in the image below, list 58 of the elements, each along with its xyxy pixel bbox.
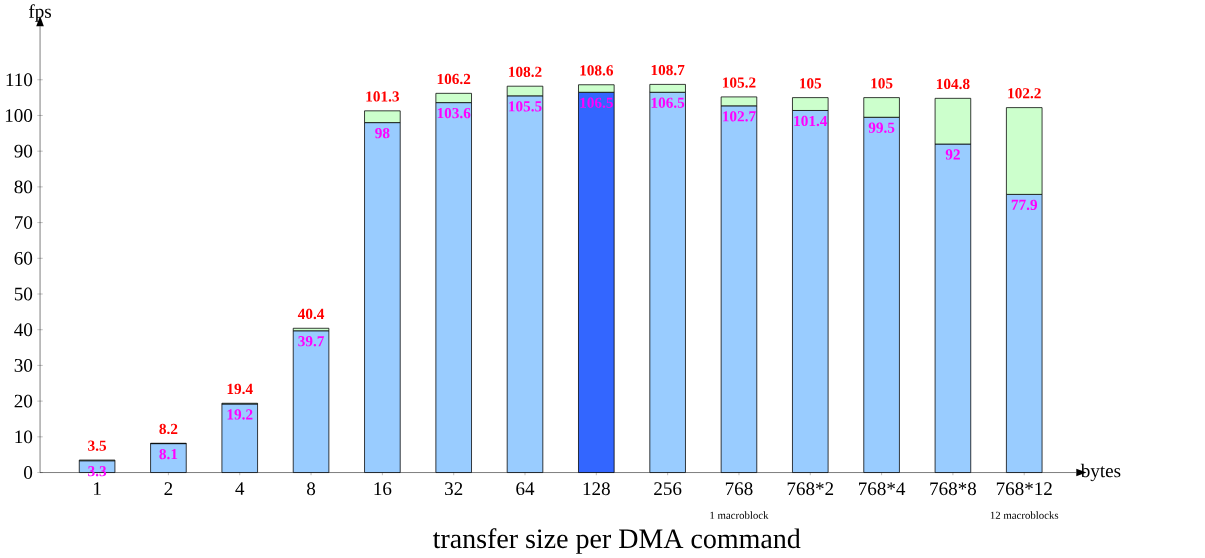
y-tick-label: 60 — [14, 251, 33, 265]
data-label: 77.9 — [1011, 199, 1038, 210]
data-label: 19.2 — [227, 409, 253, 420]
total-label: 8.2 — [159, 423, 178, 434]
total-label: 105.2 — [723, 77, 756, 88]
x-tick-label: 768*4 — [859, 482, 906, 495]
y-tick-label: 70 — [15, 215, 33, 229]
total-label: 102.2 — [1008, 87, 1041, 99]
x-tick-label: 16 — [374, 482, 392, 495]
data-label: 98 — [375, 127, 390, 139]
data-label: 99.5 — [868, 122, 895, 133]
y-tick-label: 20 — [14, 394, 33, 408]
x-tick-label: 32 — [445, 482, 463, 495]
y-tick-label: 50 — [14, 287, 33, 301]
text: 1 macroblock — [710, 511, 769, 519]
y-axis-title: fps — [28, 4, 51, 22]
total-label: 105 — [871, 78, 893, 89]
x-tick-label: 128 — [583, 482, 610, 495]
total-label: 108.7 — [651, 64, 685, 76]
total-label: 101.3 — [366, 91, 400, 102]
data-label: 102.7 — [723, 110, 756, 122]
y-tick-label: 0 — [24, 465, 33, 479]
y-tick-label: 110 — [6, 73, 33, 87]
data-label: 103.6 — [437, 107, 471, 119]
total-label: 3.5 — [88, 440, 107, 451]
y-tick-label: 10 — [15, 430, 33, 444]
data-label: 101.4 — [794, 115, 828, 126]
x-axis-title: bytes — [1080, 463, 1121, 482]
y-tick-label: 30 — [14, 358, 33, 372]
total-label: 105 — [800, 78, 822, 89]
data-label: 106.5 — [651, 97, 685, 108]
total-label: 108.2 — [509, 66, 542, 77]
y-tick-label: 80 — [14, 180, 33, 194]
x-tick-label: 8 — [307, 482, 316, 495]
x-tick-label: 64 — [516, 482, 535, 495]
total-label: 19.4 — [227, 383, 253, 394]
x-tick-label: 768*12 — [996, 482, 1052, 495]
x-tick-label: 768*8 — [930, 482, 977, 495]
data-label: 106.5 — [580, 97, 613, 108]
x-tick-label: 768 — [725, 482, 753, 495]
x-tick-label: 4 — [235, 482, 245, 495]
y-tick-label: 40 — [14, 323, 33, 336]
text: 12 macroblocks — [990, 511, 1059, 519]
data-label: 8.1 — [159, 448, 178, 460]
data-label: 105.5 — [509, 101, 542, 112]
y-tick-label: 100 — [5, 108, 33, 122]
data-label: 39.7 — [298, 335, 325, 347]
x-tick-label: 1 — [94, 482, 101, 495]
y-tick-label: 90 — [14, 144, 33, 158]
total-label: 108.6 — [580, 65, 614, 76]
data-label: 92 — [945, 149, 960, 160]
x-tick-label: 2 — [164, 482, 173, 495]
x-tick-label: 256 — [654, 482, 682, 495]
total-label: 40.4 — [297, 308, 325, 319]
x-tick-label: 768*2 — [787, 482, 834, 495]
total-label: 104.8 — [936, 78, 970, 90]
text: transfer size per DMA command — [432, 528, 801, 554]
total-label: 106.2 — [437, 73, 471, 85]
